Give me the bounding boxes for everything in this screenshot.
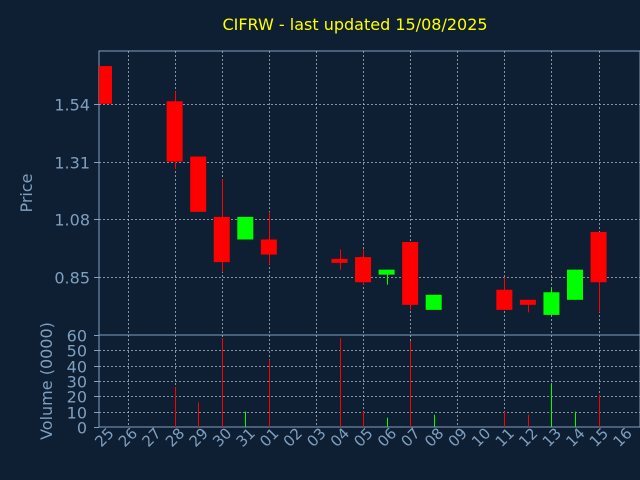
x-tick-label: 29 <box>186 424 212 450</box>
x-tick-label: 06 <box>374 424 400 450</box>
candle-body <box>590 231 607 283</box>
candle-body <box>237 216 254 240</box>
candle-body <box>260 239 277 255</box>
volume-tick-label: 10 <box>67 404 87 423</box>
x-tick-label: 07 <box>397 424 423 450</box>
price-tick-label: 1.54 <box>54 96 90 115</box>
x-tick-label: 28 <box>162 424 188 450</box>
x-tick-label: 11 <box>492 424 518 450</box>
x-tick-label: 05 <box>350 424 376 450</box>
x-tick-label: 27 <box>138 424 164 450</box>
volume-bars <box>175 338 600 427</box>
candle-body <box>402 242 419 305</box>
x-tick-label: 26 <box>115 424 141 450</box>
candle-body <box>567 269 583 300</box>
volume-tick-label: 20 <box>67 388 87 407</box>
candle-body <box>213 216 230 263</box>
candle-body <box>166 101 183 162</box>
candle-body <box>425 294 442 310</box>
candle-body <box>496 289 513 310</box>
x-tick-label: 08 <box>421 424 447 450</box>
candles <box>99 66 607 315</box>
x-tick-label: 31 <box>233 424 259 450</box>
price-tick-label: 1.31 <box>54 154 90 173</box>
price-tick-label: 0.85 <box>54 269 90 288</box>
x-tick-label: 16 <box>609 424 635 450</box>
volume-tick-label: 0 <box>77 419 87 438</box>
price-axis-label: Price <box>17 173 36 212</box>
candle-body <box>331 258 348 263</box>
x-tick-label: 12 <box>515 424 541 450</box>
candle-body <box>99 66 112 104</box>
candle-body <box>355 257 372 283</box>
candle-body <box>378 269 395 275</box>
volume-tick-label: 40 <box>67 358 87 377</box>
x-tick-label: 13 <box>539 424 565 450</box>
x-axis-ticks: 2526272829303101020304050607080910111213… <box>91 424 635 450</box>
x-tick-label: 01 <box>256 424 282 450</box>
x-tick-label: 10 <box>468 424 494 450</box>
volume-axis-label: Volume (0000) <box>37 322 56 440</box>
candle-body <box>190 156 207 212</box>
chart-title: CIFRW - last updated 15/08/2025 <box>222 15 487 34</box>
volume-tick-label: 30 <box>67 373 87 392</box>
price-tick-label: 1.08 <box>54 211 90 230</box>
volume-tick-label: 50 <box>67 342 87 361</box>
candle-body <box>519 299 536 305</box>
x-tick-label: 15 <box>586 424 612 450</box>
price-axis-ticks: 0.85 1.08 1.31 1.54 <box>54 96 99 288</box>
x-tick-label: 03 <box>303 424 329 450</box>
volume-tick-label: 60 <box>67 327 87 346</box>
candle-body <box>543 292 560 315</box>
x-tick-label: 14 <box>562 424 588 450</box>
x-tick-label: 30 <box>209 424 235 450</box>
x-tick-label: 09 <box>445 424 471 450</box>
x-tick-label: 25 <box>91 424 117 450</box>
x-tick-label: 02 <box>280 424 306 450</box>
x-tick-label: 04 <box>327 424 353 450</box>
x-axis-label: Day <box>333 458 363 476</box>
